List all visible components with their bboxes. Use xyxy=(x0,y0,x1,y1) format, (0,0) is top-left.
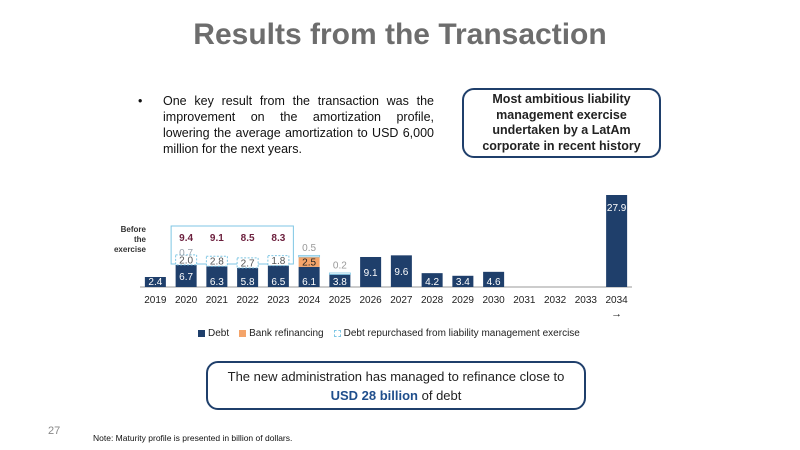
x-tick-label: 2020 xyxy=(175,295,198,306)
repurchased-bar xyxy=(175,254,198,266)
debt-value-label: 4.2 xyxy=(425,277,439,288)
x-tick-label: 2022 xyxy=(237,295,260,306)
debt-bar xyxy=(206,266,228,287)
before-exercise-label: Before xyxy=(121,225,147,234)
legend-item: Debt xyxy=(198,328,229,339)
debt-value-label: 27.9 xyxy=(607,203,627,214)
before-exercise-box xyxy=(170,225,294,265)
summary-rest: of debt xyxy=(421,388,462,403)
x-tick-label: 2032 xyxy=(544,295,567,306)
debt-bar xyxy=(298,266,320,287)
repurchased-bar xyxy=(236,257,259,269)
page-title: Results from the Transaction xyxy=(193,18,607,51)
debt-bar xyxy=(267,265,289,287)
legend-swatch xyxy=(198,329,205,337)
before-exercise-label: exercise xyxy=(114,245,147,254)
debt-value-label: 2.4 xyxy=(148,277,162,288)
x-tick-label: 2029 xyxy=(452,295,475,306)
repurchased-bar xyxy=(205,255,228,267)
repurchased-bar xyxy=(298,254,321,258)
x-tick-label: 2026 xyxy=(360,295,383,306)
debt-value-label: 6.1 xyxy=(302,277,316,288)
chart-legend: Debt Bank refinancing Debt repurchased fro… xyxy=(198,325,590,341)
repurchased-value-label: 0.5 xyxy=(302,243,316,254)
legend-item: Bank refinancing xyxy=(239,328,324,339)
footnote: Note: Maturity profile is presented in b… xyxy=(93,433,293,443)
debt-bar xyxy=(390,255,412,287)
debt-bar xyxy=(606,195,628,287)
debt-value-label: 4.6 xyxy=(487,277,501,288)
legend-swatch xyxy=(333,329,341,337)
key-result-text: One key result from the transaction was … xyxy=(163,94,434,156)
debt-value-label: 9.1 xyxy=(364,268,378,279)
summary-highlight: USD 28 billion xyxy=(330,388,418,403)
debt-bar xyxy=(144,277,166,287)
debt-bar xyxy=(175,264,197,287)
debt-bar xyxy=(360,256,382,287)
x-tick-label: 2023 xyxy=(267,295,290,306)
debt-bar xyxy=(452,275,474,287)
before-exercise-value: 8.3 xyxy=(271,233,285,244)
bank-refinancing-value-label: 2.5 xyxy=(302,257,316,268)
debt-value-label: 6.5 xyxy=(271,277,285,288)
before-exercise-value: 9.1 xyxy=(210,233,224,244)
legend-swatch xyxy=(239,329,247,337)
x-tick-label: 2031 xyxy=(513,295,536,306)
x-tick-label: 2034 xyxy=(606,295,629,306)
debt-value-label: 3.8 xyxy=(333,277,347,288)
debt-value-label: 9.6 xyxy=(394,267,408,278)
page-number: 27 xyxy=(48,425,61,437)
debt-bar xyxy=(329,274,351,287)
x-tick-label: 2025 xyxy=(329,295,352,306)
extra-value-label: 0.7 xyxy=(179,248,193,259)
debt-bar xyxy=(421,273,443,287)
before-exercise-value: 9.4 xyxy=(179,233,193,244)
debt-bar xyxy=(483,271,505,287)
repurchased-value-label: 0.2 xyxy=(333,260,347,271)
x-tick-label: 2019 xyxy=(144,295,167,306)
x-tick-label: 2021 xyxy=(206,295,229,306)
bank-refinancing-bar xyxy=(298,256,320,267)
x-tick-label: 2033 xyxy=(575,295,598,306)
debt-value-label: 5.8 xyxy=(241,277,255,288)
debt-value-label: 6.3 xyxy=(210,277,224,288)
repurchased-bar xyxy=(267,255,290,267)
bullet-icon: • xyxy=(138,94,143,108)
maturity-profile-chart: 2019 2020 2021 2022 2023 2024 2025 2026 2027 2028… xyxy=(114,195,632,320)
x-tick-label: 2024 xyxy=(298,295,321,306)
key-result-bullet: • One key result from the transaction wa… xyxy=(138,93,434,157)
x-tick-label: 2030 xyxy=(483,295,506,306)
x-tick-label: 2028 xyxy=(421,295,444,306)
repurchased-value-label: 2.0 xyxy=(179,255,193,266)
legend-label: Debt xyxy=(208,327,230,339)
debt-bar xyxy=(237,267,259,287)
repurchased-value-label: 1.8 xyxy=(271,256,285,267)
debt-value-label: 6.7 xyxy=(179,272,193,283)
legend-label: Debt repurchased from liability manageme… xyxy=(343,327,580,339)
x-tick-label: 2027 xyxy=(390,295,413,306)
highlight-callout: Most ambitious liability management exer… xyxy=(462,88,661,158)
repurchased-value-label: 2.8 xyxy=(210,257,224,268)
repurchased-bar xyxy=(328,272,351,275)
x-tick-arrow: → xyxy=(611,308,622,320)
summary-line-2: USD 28 billion of debt xyxy=(208,386,584,405)
repurchased-value-label: 2.7 xyxy=(241,258,255,269)
summary-box: The new administration has managed to re… xyxy=(206,361,586,410)
summary-line-1: The new administration has managed to re… xyxy=(227,369,565,384)
legend-label: Bank refinancing xyxy=(249,327,324,339)
legend-item: Debt repurchased from liability manageme… xyxy=(333,327,580,339)
before-exercise-value: 8.5 xyxy=(241,233,255,244)
debt-value-label: 3.4 xyxy=(456,277,470,288)
before-exercise-label: the xyxy=(134,235,147,244)
